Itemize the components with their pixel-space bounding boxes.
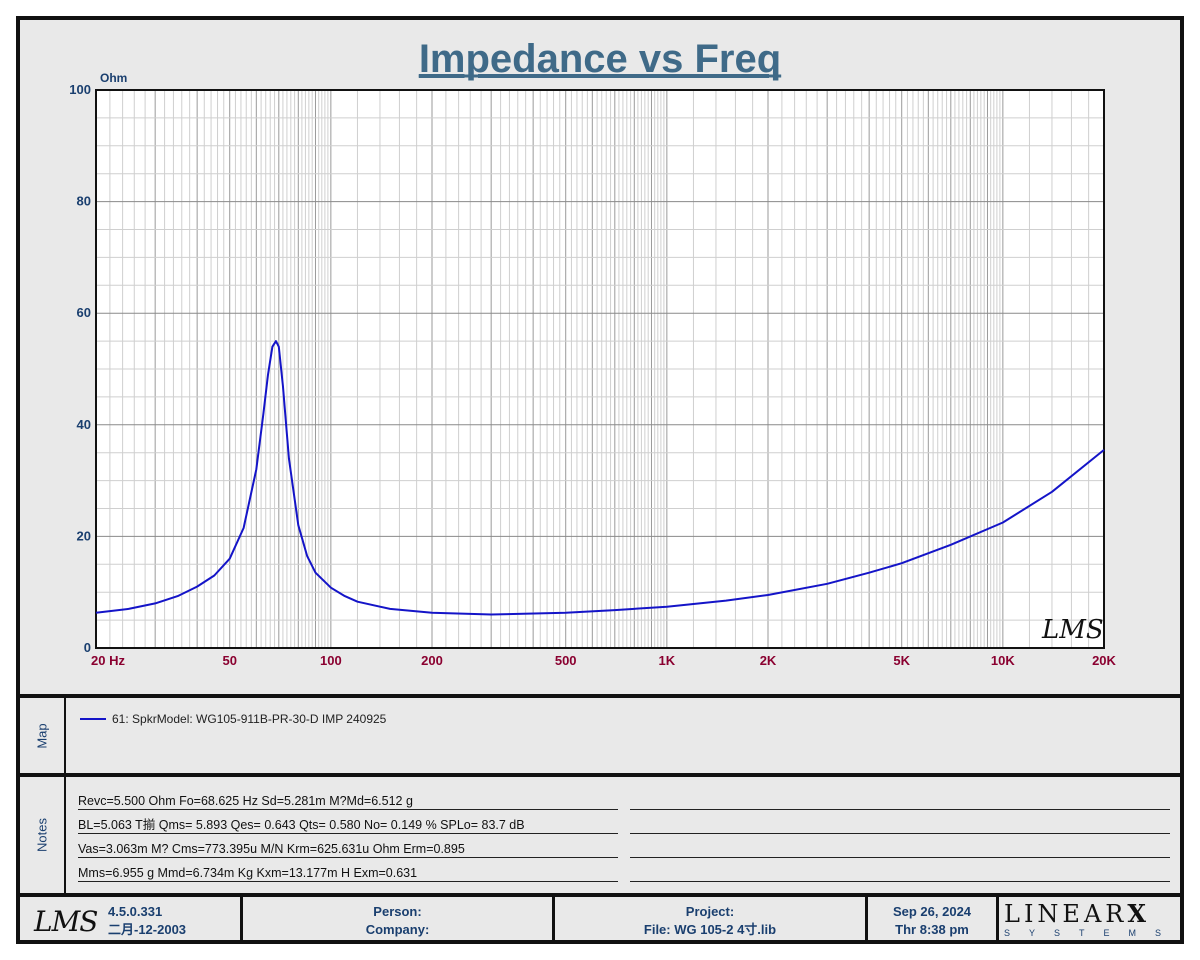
map-label: Map: [34, 722, 50, 749]
legend-entry[interactable]: 61: SpkrModel: WG105-911B-PR-30-D IMP 24…: [80, 712, 386, 726]
y-axis-label: Ohm: [100, 71, 127, 85]
footer-separator: [240, 897, 243, 944]
legend-text: 61: SpkrModel: WG105-911B-PR-30-D IMP 24…: [112, 712, 387, 726]
footer-project-cell: Project: File: WG 105-2 4寸.lib: [555, 897, 865, 944]
y-tick-label: 40: [77, 417, 91, 432]
lms-logo: LMS: [34, 905, 98, 938]
impedance-curve: [95, 340, 1105, 616]
project-label: Project:: [685, 904, 735, 919]
plot-frame: [95, 89, 1105, 649]
map-panel: Map 61: SpkrModel: WG105-911B-PR-30-D IM…: [20, 698, 1180, 773]
footer-separator: [865, 897, 868, 944]
x-tick-label: 10K: [991, 653, 1015, 668]
linearx-logo: LINEARX SYSTEMS: [1004, 901, 1176, 941]
x-tick-label: 1K: [659, 653, 676, 668]
note-blank-line: [630, 817, 1170, 834]
y-tick-label: 20: [77, 528, 91, 543]
y-tick-label: 100: [69, 82, 91, 97]
person-label: Person:: [373, 904, 422, 919]
x-tick-label: 5K: [893, 653, 910, 668]
impedance-chart: Impedance vs Freq Ohm 0 20 40 60 80 100 20 Hz 50 1…: [69, 37, 1116, 668]
note-line-2: BL=5.063 T揃 Qms= 5.893 Qes= 0.643 Qts= 0…: [78, 817, 618, 834]
linearx-systems: SYSTEMS: [1004, 928, 1181, 938]
legend-swatch: [80, 718, 106, 720]
notes-side-label: Notes: [20, 777, 66, 893]
footer-separator: [996, 897, 999, 944]
note-line-1: Revc=5.500 Ohm Fo=68.625 Hz Sd=5.281m M?…: [78, 793, 618, 810]
x-tick-label: 500: [555, 653, 577, 668]
version-number: 4.5.0.331: [108, 904, 163, 919]
note-line-4: Mms=6.955 g Mmd=6.734m Kg Kxm=13.177m H …: [78, 865, 618, 882]
linearx-x: X: [1127, 899, 1150, 928]
x-tick-label: 50: [222, 653, 236, 668]
file-label: File: WG 105-2 4寸.lib: [643, 922, 777, 937]
linearx-wordmark: LINEARX: [1004, 899, 1176, 928]
footer: LMS 4.5.0.331 二月-12-2003 Person: Company…: [20, 897, 1180, 944]
note-line-3: Vas=3.063m M? Cms=773.395u M/N Krm=625.6…: [78, 841, 618, 858]
x-tick-label: 20K: [1092, 653, 1116, 668]
footer-version-cell: LMS 4.5.0.331 二月-12-2003: [20, 897, 240, 944]
y-tick-label: 60: [77, 305, 91, 320]
chart-title: Impedance vs Freq: [419, 37, 781, 81]
x-tick-label: 100: [320, 653, 342, 668]
y-tick-label: 80: [77, 194, 91, 209]
notes-label: Notes: [34, 818, 50, 852]
version-date: 二月-12-2003: [108, 922, 187, 937]
footer-person-cell: Person: Company:: [243, 897, 552, 944]
linearx-word: LINEAR: [1004, 900, 1128, 928]
notes-panel: Notes Revc=5.500 Ohm Fo=68.625 Hz Sd=5.2…: [20, 777, 1180, 893]
x-tick-label: 200: [421, 653, 443, 668]
note-blank-line: [630, 793, 1170, 810]
divider: [20, 773, 1180, 777]
map-side-label: Map: [20, 698, 66, 773]
y-tick-label: 0: [84, 640, 91, 655]
lms-watermark: LMS: [1041, 615, 1104, 645]
note-blank-line: [630, 865, 1170, 882]
report-frame: Impedance vs Freq Ohm 0 20 40 60 80 100 20 Hz 50 1…: [16, 16, 1184, 944]
x-tick-label: 20 Hz: [91, 653, 125, 668]
divider: [20, 694, 1180, 698]
company-label: Company:: [365, 922, 430, 937]
report-time: Thr 8:38 pm: [895, 922, 969, 937]
report-date: Sep 26, 2024: [892, 904, 972, 919]
divider: [20, 893, 1180, 897]
footer-date-cell: Sep 26, 2024 Thr 8:38 pm: [868, 897, 996, 944]
note-blank-line: [630, 841, 1170, 858]
footer-separator: [552, 897, 555, 944]
chart-area: Impedance vs Freq Ohm 0 20 40 60 80 100 20 Hz 50 1…: [20, 20, 1180, 694]
x-tick-label: 2K: [760, 653, 777, 668]
